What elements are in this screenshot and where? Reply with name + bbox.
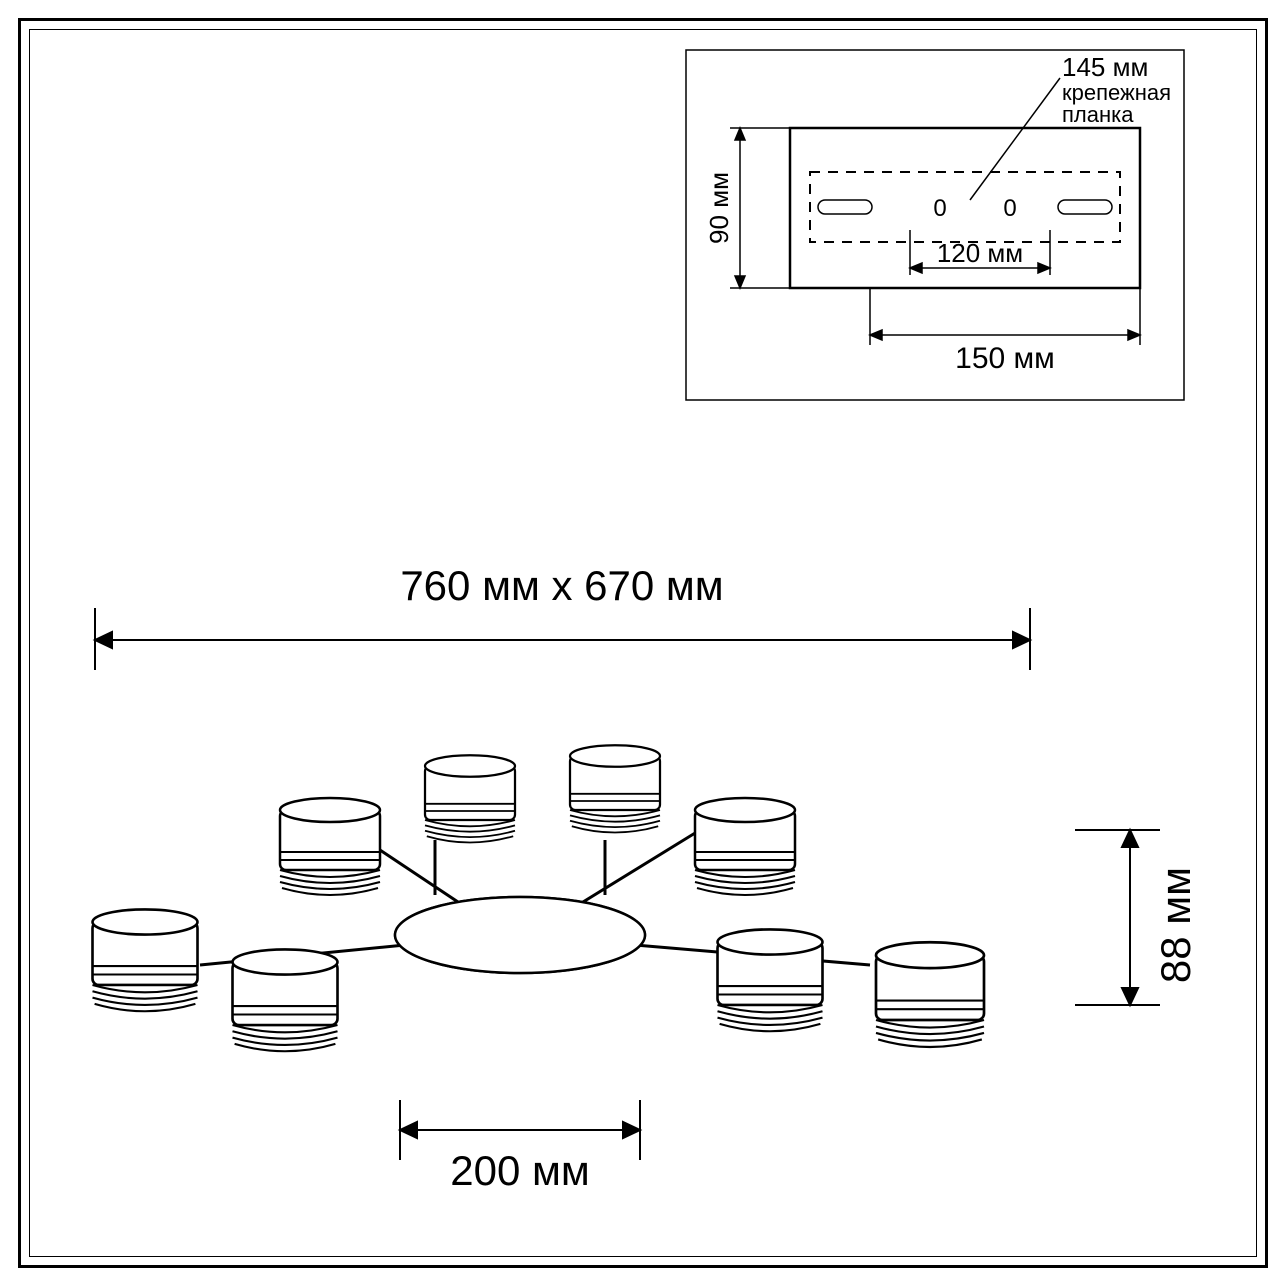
main-view: 760 мм x 670 мм — [0, 0, 1280, 1280]
lamp-1 — [425, 755, 515, 842]
lamp-4 — [695, 798, 795, 895]
height-label: 88 мм — [1152, 867, 1199, 983]
lamp-2 — [570, 745, 660, 832]
lamp-5 — [92, 909, 197, 1011]
lamp-8 — [876, 942, 984, 1047]
lamp-6 — [232, 949, 337, 1051]
lamp-7 — [718, 929, 823, 1031]
overall-dims-label: 760 мм x 670 мм — [400, 562, 723, 609]
center-plate-label: 200 мм — [450, 1147, 590, 1194]
lamp-3 — [280, 798, 380, 895]
